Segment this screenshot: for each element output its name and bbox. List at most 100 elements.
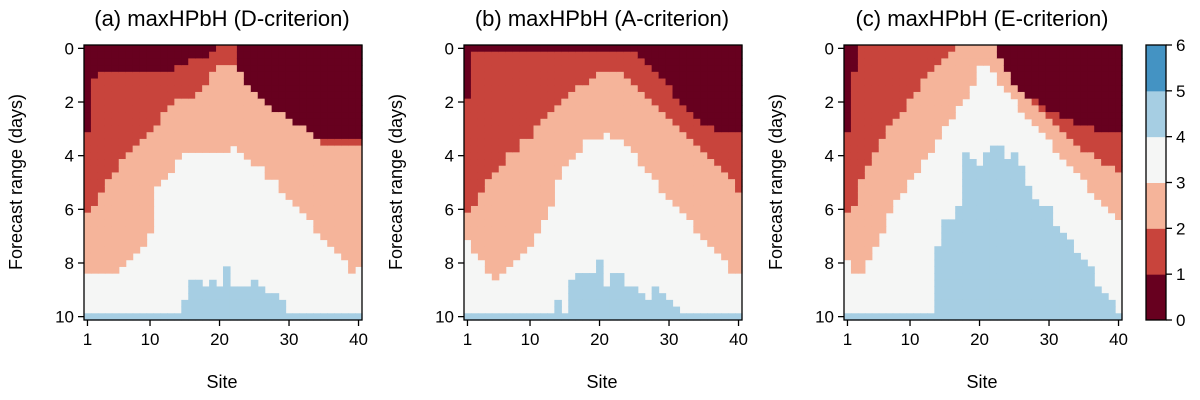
heatmap-c-cell — [1080, 112, 1088, 120]
heatmap-b-cell — [700, 118, 708, 127]
heatmap-a-cell — [348, 159, 356, 167]
heatmap-c-cell — [1080, 159, 1088, 167]
heatmap-b-cell — [603, 98, 611, 106]
heatmap-a-cell — [160, 132, 168, 140]
heatmap-b-cell — [623, 85, 632, 93]
heatmap-c-cell — [844, 252, 852, 261]
heatmap-c-cell — [1017, 293, 1026, 301]
ytick-label: 6 — [445, 200, 454, 219]
heatmap-a-cell — [320, 192, 328, 200]
heatmap-c-cell — [920, 313, 928, 321]
heatmap-c-cell — [850, 313, 859, 321]
heatmap-a-cell — [229, 98, 238, 106]
heatmap-c-cell — [899, 45, 908, 53]
heatmap-c-cell — [1115, 58, 1123, 66]
heatmap-b-cell — [575, 313, 583, 321]
heatmap-b-cell — [686, 165, 694, 174]
heatmap-c-cell — [1073, 313, 1081, 321]
heatmap-b-cell — [561, 118, 569, 127]
heatmap-a-cell — [355, 179, 363, 187]
heatmap-a-cell — [341, 45, 349, 53]
heatmap-b-cell — [728, 232, 736, 241]
heatmap-c-cell — [844, 138, 852, 147]
heatmap-a-cell — [146, 145, 155, 153]
heatmap-c-cell — [1080, 172, 1088, 180]
heatmap-c-cell — [850, 91, 859, 100]
heatmap-a-cell — [320, 205, 328, 214]
heatmap-b-cell — [484, 172, 493, 180]
heatmap-b-cell — [568, 45, 576, 53]
heatmap-b-cell — [477, 246, 486, 254]
heatmap-b-cell — [735, 313, 743, 321]
heatmap-c-cell — [906, 51, 915, 60]
heatmap-a-cell — [139, 125, 148, 133]
heatmap-a-cell — [264, 65, 273, 73]
heatmap-c-cell — [1045, 112, 1054, 120]
heatmap-a-cell — [285, 172, 294, 180]
heatmap-c-cell — [927, 112, 935, 120]
heatmap-c-cell — [1115, 212, 1123, 220]
heatmap-b-cell — [679, 138, 687, 147]
heatmap-c-cell — [1094, 299, 1102, 308]
heatmap-c-cell — [864, 132, 873, 140]
heatmap-c-cell — [969, 279, 977, 288]
heatmap-a-cell — [90, 232, 99, 241]
heatmap-a-cell — [139, 65, 148, 73]
heatmap-a-cell — [160, 145, 168, 153]
heatmap-b-cell — [721, 239, 729, 247]
heatmap-c-cell — [1080, 45, 1088, 53]
heatmap-c-cell — [969, 65, 977, 73]
heatmap-c-cell — [1003, 226, 1012, 234]
heatmap-c-cell — [1115, 145, 1123, 153]
heatmap-a-cell — [348, 145, 356, 153]
heatmap-a-cell — [160, 118, 168, 127]
heatmap-c-cell — [934, 58, 942, 66]
heatmap-b-cell — [505, 71, 514, 80]
heatmap-b-cell — [526, 58, 535, 66]
heatmap-b-cell — [700, 45, 708, 53]
heatmap-c-cell — [1059, 105, 1067, 113]
heatmap-c-cell — [941, 252, 949, 261]
heatmap-a-cell — [320, 313, 328, 321]
heatmap-a-cell — [153, 85, 162, 93]
heatmap-c-cell — [864, 212, 873, 220]
heatmap-b-cell — [512, 212, 521, 220]
heatmap-a-cell — [188, 125, 196, 133]
heatmap-b-cell — [630, 299, 639, 308]
heatmap-b-cell — [651, 299, 660, 308]
heatmap-c-cell — [948, 266, 956, 274]
heatmap-b-cell — [728, 91, 736, 100]
heatmap-a-cell — [202, 118, 210, 127]
heatmap-b-cell — [644, 145, 653, 153]
heatmap-a-cell — [104, 313, 113, 321]
heatmap-c-cell — [1073, 85, 1081, 93]
heatmap-a-cell — [216, 306, 224, 314]
heatmap-c-cell — [920, 51, 928, 60]
heatmap-a-cell — [125, 205, 134, 214]
heatmap-a-cell — [341, 65, 349, 73]
heatmap-c-cell — [1059, 232, 1067, 241]
heatmap-a-cell — [264, 85, 273, 93]
heatmap-a-cell — [334, 112, 342, 120]
heatmap-c-cell — [941, 273, 949, 281]
heatmap-a-cell — [348, 51, 356, 60]
heatmap-c-cell — [850, 232, 859, 241]
heatmap-c-cell — [1038, 306, 1047, 314]
heatmap-a-cell — [334, 199, 342, 207]
heatmap-a-cell — [167, 112, 175, 120]
heatmap-b-cell — [498, 246, 507, 254]
heatmap-b-cell — [616, 91, 625, 100]
heatmap-a-cell — [125, 112, 134, 120]
heatmap-c-cell — [983, 51, 991, 60]
heatmap-a-cell — [306, 138, 314, 147]
heatmap-a-cell — [278, 118, 287, 127]
heatmap-a-cell — [250, 145, 259, 153]
heatmap-b-cell — [637, 98, 646, 106]
heatmap-c-cell — [885, 91, 894, 100]
heatmap-b-cell — [616, 273, 625, 281]
heatmap-c-cell — [1073, 58, 1081, 66]
heatmap-c-cell — [1003, 219, 1012, 227]
heatmap-a-cell — [104, 192, 113, 200]
heatmap-b-cell — [533, 65, 542, 73]
heatmap-b-cell — [714, 192, 722, 200]
